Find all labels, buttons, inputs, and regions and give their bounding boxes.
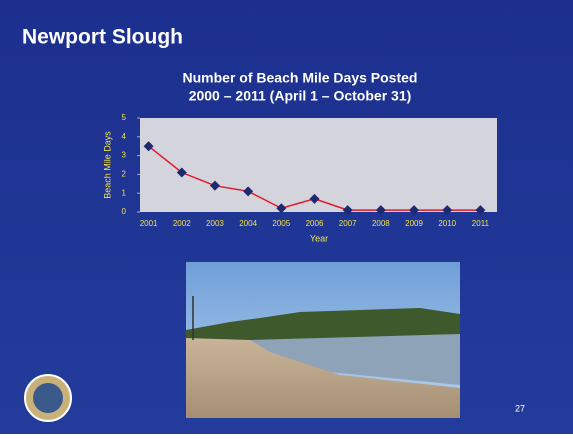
x-tick-label: 2002 [173, 219, 191, 228]
data-point [475, 205, 486, 216]
data-point [243, 186, 254, 197]
photo [186, 262, 460, 418]
data-point [309, 193, 320, 204]
x-tick-label: 2009 [405, 219, 423, 228]
chart-title: Number of Beach Mile Days Posted [183, 70, 418, 86]
photo-hills [186, 308, 460, 345]
data-point [342, 205, 353, 216]
x-tick-label: 2004 [239, 219, 257, 228]
x-tick-label: 2003 [206, 219, 224, 228]
data-point [176, 167, 187, 178]
page-number: 27 [515, 403, 525, 413]
y-tick-label: 5 [122, 113, 127, 122]
data-point [276, 203, 287, 214]
slide-title: Newport Slough [22, 26, 183, 49]
y-axis-label: Beach Mile Days [102, 131, 112, 199]
x-tick-label: 2001 [140, 219, 158, 228]
x-tick-label: 2011 [472, 219, 490, 228]
x-tick-label: 2006 [306, 219, 324, 228]
data-point [143, 141, 154, 152]
y-tick-label: 0 [122, 207, 127, 216]
y-tick-label: 3 [122, 151, 127, 160]
data-point [209, 180, 220, 191]
seal-inner [33, 383, 63, 413]
chart: Beach Mile Days Year 0 1 2 3 4 5 2001 2002 2003 2… [102, 113, 497, 243]
county-seal [24, 374, 72, 422]
plot-area [140, 118, 497, 212]
x-tick-label: 2010 [438, 219, 456, 228]
x-tick-label: 2008 [372, 219, 390, 228]
y-tick-label: 2 [122, 170, 127, 179]
photo-water [250, 334, 460, 385]
data-point [442, 205, 453, 216]
y-tick-label: 4 [122, 132, 127, 141]
x-axis-label: Year [310, 233, 328, 243]
data-point [375, 205, 386, 216]
x-tick-label: 2007 [339, 219, 357, 228]
photo-sand [186, 338, 460, 418]
x-tick-label: 2005 [272, 219, 290, 228]
data-point [409, 205, 420, 216]
y-tick-label: 1 [122, 188, 127, 197]
chart-subtitle: 2000 – 2011 (April 1 – October 31) [189, 88, 412, 104]
